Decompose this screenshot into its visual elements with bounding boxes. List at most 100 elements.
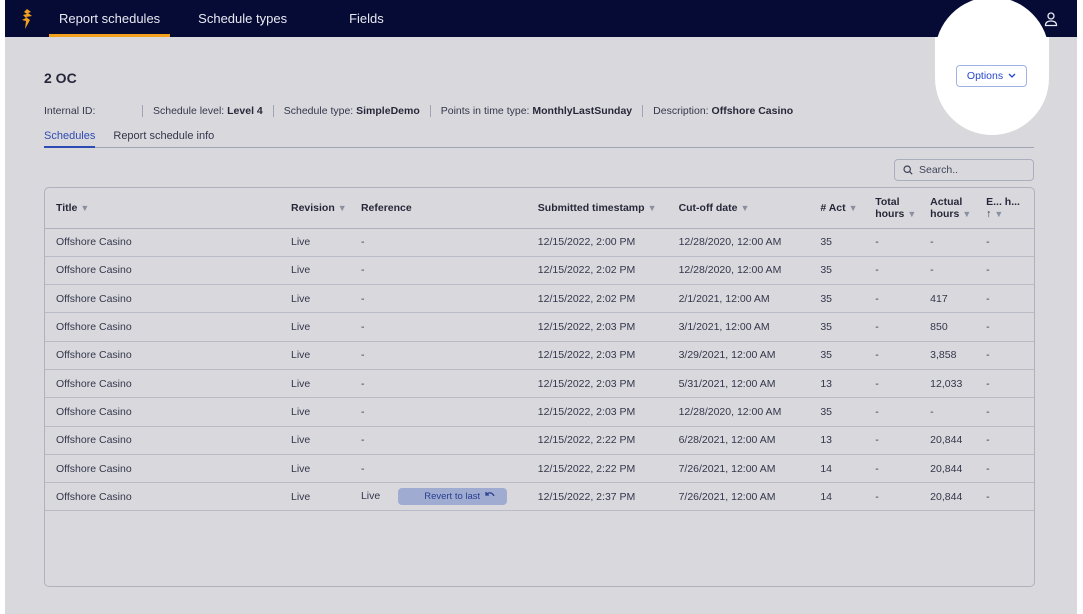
cell-e: - [982, 397, 1034, 427]
options-button[interactable]: Options [956, 65, 1027, 87]
header-cutoff-date[interactable]: Cut-off date ▼ [674, 188, 817, 229]
top-navigation: Report schedules Schedule types Fields [5, 0, 1077, 37]
subtabs: Schedules Report schedule info [44, 130, 1034, 148]
cell-cutoff: 5/31/2021, 12:00 AM [674, 369, 817, 399]
user-icon[interactable] [1043, 11, 1059, 27]
header-title[interactable]: Title ▼ [45, 188, 287, 229]
filter-icon[interactable]: ▼ [994, 208, 1004, 219]
nav-tab-fields[interactable]: Fields [349, 11, 384, 26]
filter-icon[interactable]: ▼ [848, 202, 858, 213]
tab-schedules[interactable]: Schedules [44, 130, 96, 148]
cell-cutoff: 6/28/2021, 12:00 AM [674, 426, 817, 455]
cell-revision-value: Live [291, 349, 311, 362]
cell-e: - [982, 256, 1034, 286]
cell-e: - [982, 284, 1034, 314]
cell-revision: Live [287, 426, 357, 455]
table-row[interactable]: Offshore Casino Live - 12/15/2022, 2:00 PM 1… [45, 228, 1034, 257]
header-revision[interactable]: Revision ▼ [287, 188, 357, 229]
filter-icon[interactable]: ▼ [80, 202, 90, 213]
cell-cutoff: 2/1/2021, 12:00 AM [674, 284, 817, 314]
table-row[interactable]: Offshore Casino Live - 12/15/2022, 2:03 PM 5… [45, 369, 1034, 399]
cell-actual: 417 [926, 284, 983, 314]
cell-cutoff-value: 12/28/2020, 12:00 AM [678, 264, 782, 277]
cell-act-value: 14 [820, 462, 833, 475]
header-act[interactable]: # Act ▼ [816, 188, 872, 229]
cell-actual: - [926, 256, 983, 286]
table-row[interactable]: Offshore Casino Live - 12/15/2022, 2:03 PM 3… [45, 341, 1034, 370]
table-row[interactable]: Offshore Casino Live - 12/15/2022, 2:22 PM 6… [45, 426, 1034, 455]
cell-reference-value: - [360, 292, 365, 305]
cell-title-value: Offshore Casino [56, 236, 132, 249]
cell-reference-value: - [360, 377, 365, 390]
table-row[interactable]: Offshore Casino Live Live Revert to last 12/… [45, 482, 1034, 512]
cell-cutoff-value: 12/28/2020, 12:00 AM [678, 236, 782, 249]
cell-act-value: 35 [820, 264, 833, 277]
cell-cutoff: 7/26/2021, 12:00 AM [674, 454, 817, 484]
cell-e-value: - [986, 462, 990, 475]
cell-revision: Live [287, 369, 357, 399]
cell-reference: - [356, 256, 534, 286]
filter-icon[interactable]: ▼ [647, 202, 657, 213]
header-submitted-timestamp[interactable]: Submitted timestamp ▼ [533, 188, 675, 229]
table-row[interactable]: Offshore Casino Live - 12/15/2022, 2:03 PM 3… [45, 312, 1034, 342]
schedules-table: Title ▼ Revision ▼ Reference Submitted tim… [44, 187, 1035, 587]
revert-to-last-button[interactable]: Revert to last [398, 488, 508, 506]
cell-revision-value: Live [291, 236, 311, 249]
cell-act-value: 35 [820, 321, 833, 334]
table-row[interactable]: Offshore Casino Live - 12/15/2022, 2:02 PM 2… [45, 284, 1034, 314]
cell-reference: - [356, 341, 534, 370]
cell-revision-value: Live [291, 321, 311, 334]
cell-total: - [871, 397, 927, 427]
cell-total: - [871, 256, 927, 286]
filter-icon[interactable]: ▼ [907, 208, 917, 219]
table-row[interactable]: Offshore Casino Live - 12/15/2022, 2:22 PM 7… [45, 454, 1034, 484]
cell-actual-value: 3,858 [930, 349, 957, 362]
nav-tab-report-schedules[interactable]: Report schedules [49, 0, 171, 37]
header-e[interactable]: E... h... ↑ ▼ [982, 188, 1034, 229]
cell-cutoff-value: 5/31/2021, 12:00 AM [678, 377, 776, 390]
header-total-hours[interactable]: Total hours ▼ [871, 188, 927, 229]
cell-actual: 20,844 [926, 426, 983, 455]
filter-icon[interactable]: ▼ [962, 208, 972, 219]
cell-total-value: - [875, 264, 879, 277]
cell-reference-value: - [360, 321, 365, 334]
tab-report-schedule-info[interactable]: Report schedule info [113, 130, 215, 142]
nav-tab-schedule-types[interactable]: Schedule types [198, 11, 288, 26]
cell-title-value: Offshore Casino [56, 264, 132, 277]
filter-icon[interactable]: ▼ [337, 202, 347, 213]
cell-revision-value: Live [291, 264, 311, 277]
filter-icon[interactable]: ▼ [740, 202, 750, 213]
app-logo[interactable] [5, 0, 49, 37]
table-row[interactable]: Offshore Casino Live - 12/15/2022, 2:02 PM 1… [45, 256, 1034, 286]
cell-actual-value: - [930, 236, 934, 249]
cell-revision-value: Live [291, 377, 311, 390]
cell-submitted: 12/15/2022, 2:03 PM [533, 369, 675, 399]
cell-submitted: 12/15/2022, 2:22 PM [533, 454, 675, 484]
cell-title: Offshore Casino [45, 256, 287, 286]
cell-reference: Live Revert to last [356, 482, 534, 512]
cell-title: Offshore Casino [45, 228, 287, 257]
cell-act: 35 [816, 228, 872, 257]
header-reference[interactable]: Reference [356, 188, 534, 229]
cell-actual-value: - [930, 405, 934, 418]
cell-act: 35 [816, 256, 872, 286]
cell-reference: - [356, 312, 534, 342]
table-row[interactable]: Offshore Casino Live - 12/15/2022, 2:03 PM 1… [45, 397, 1034, 427]
cell-total: - [871, 228, 927, 257]
cell-submitted-value: 12/15/2022, 2:03 PM [537, 405, 636, 418]
sort-ascending-icon[interactable]: ↑ [986, 207, 992, 220]
cell-act-value: 13 [820, 377, 833, 390]
cell-act-value: 35 [820, 236, 833, 249]
cell-total: - [871, 369, 927, 399]
cell-revision: Live [287, 312, 357, 342]
cell-submitted-value: 12/15/2022, 2:02 PM [537, 292, 636, 305]
cell-reference-value: - [360, 405, 365, 418]
cell-submitted: 12/15/2022, 2:00 PM [533, 228, 675, 257]
cell-actual: 20,844 [926, 454, 983, 484]
cell-cutoff: 12/28/2020, 12:00 AM [674, 256, 817, 286]
header-actual-hours[interactable]: Actual hours ▼ [926, 188, 983, 229]
cell-actual: - [926, 397, 983, 427]
page-title: 2 OC [44, 70, 77, 86]
search-input[interactable]: Search.. [894, 159, 1034, 181]
cell-title: Offshore Casino [45, 312, 287, 342]
